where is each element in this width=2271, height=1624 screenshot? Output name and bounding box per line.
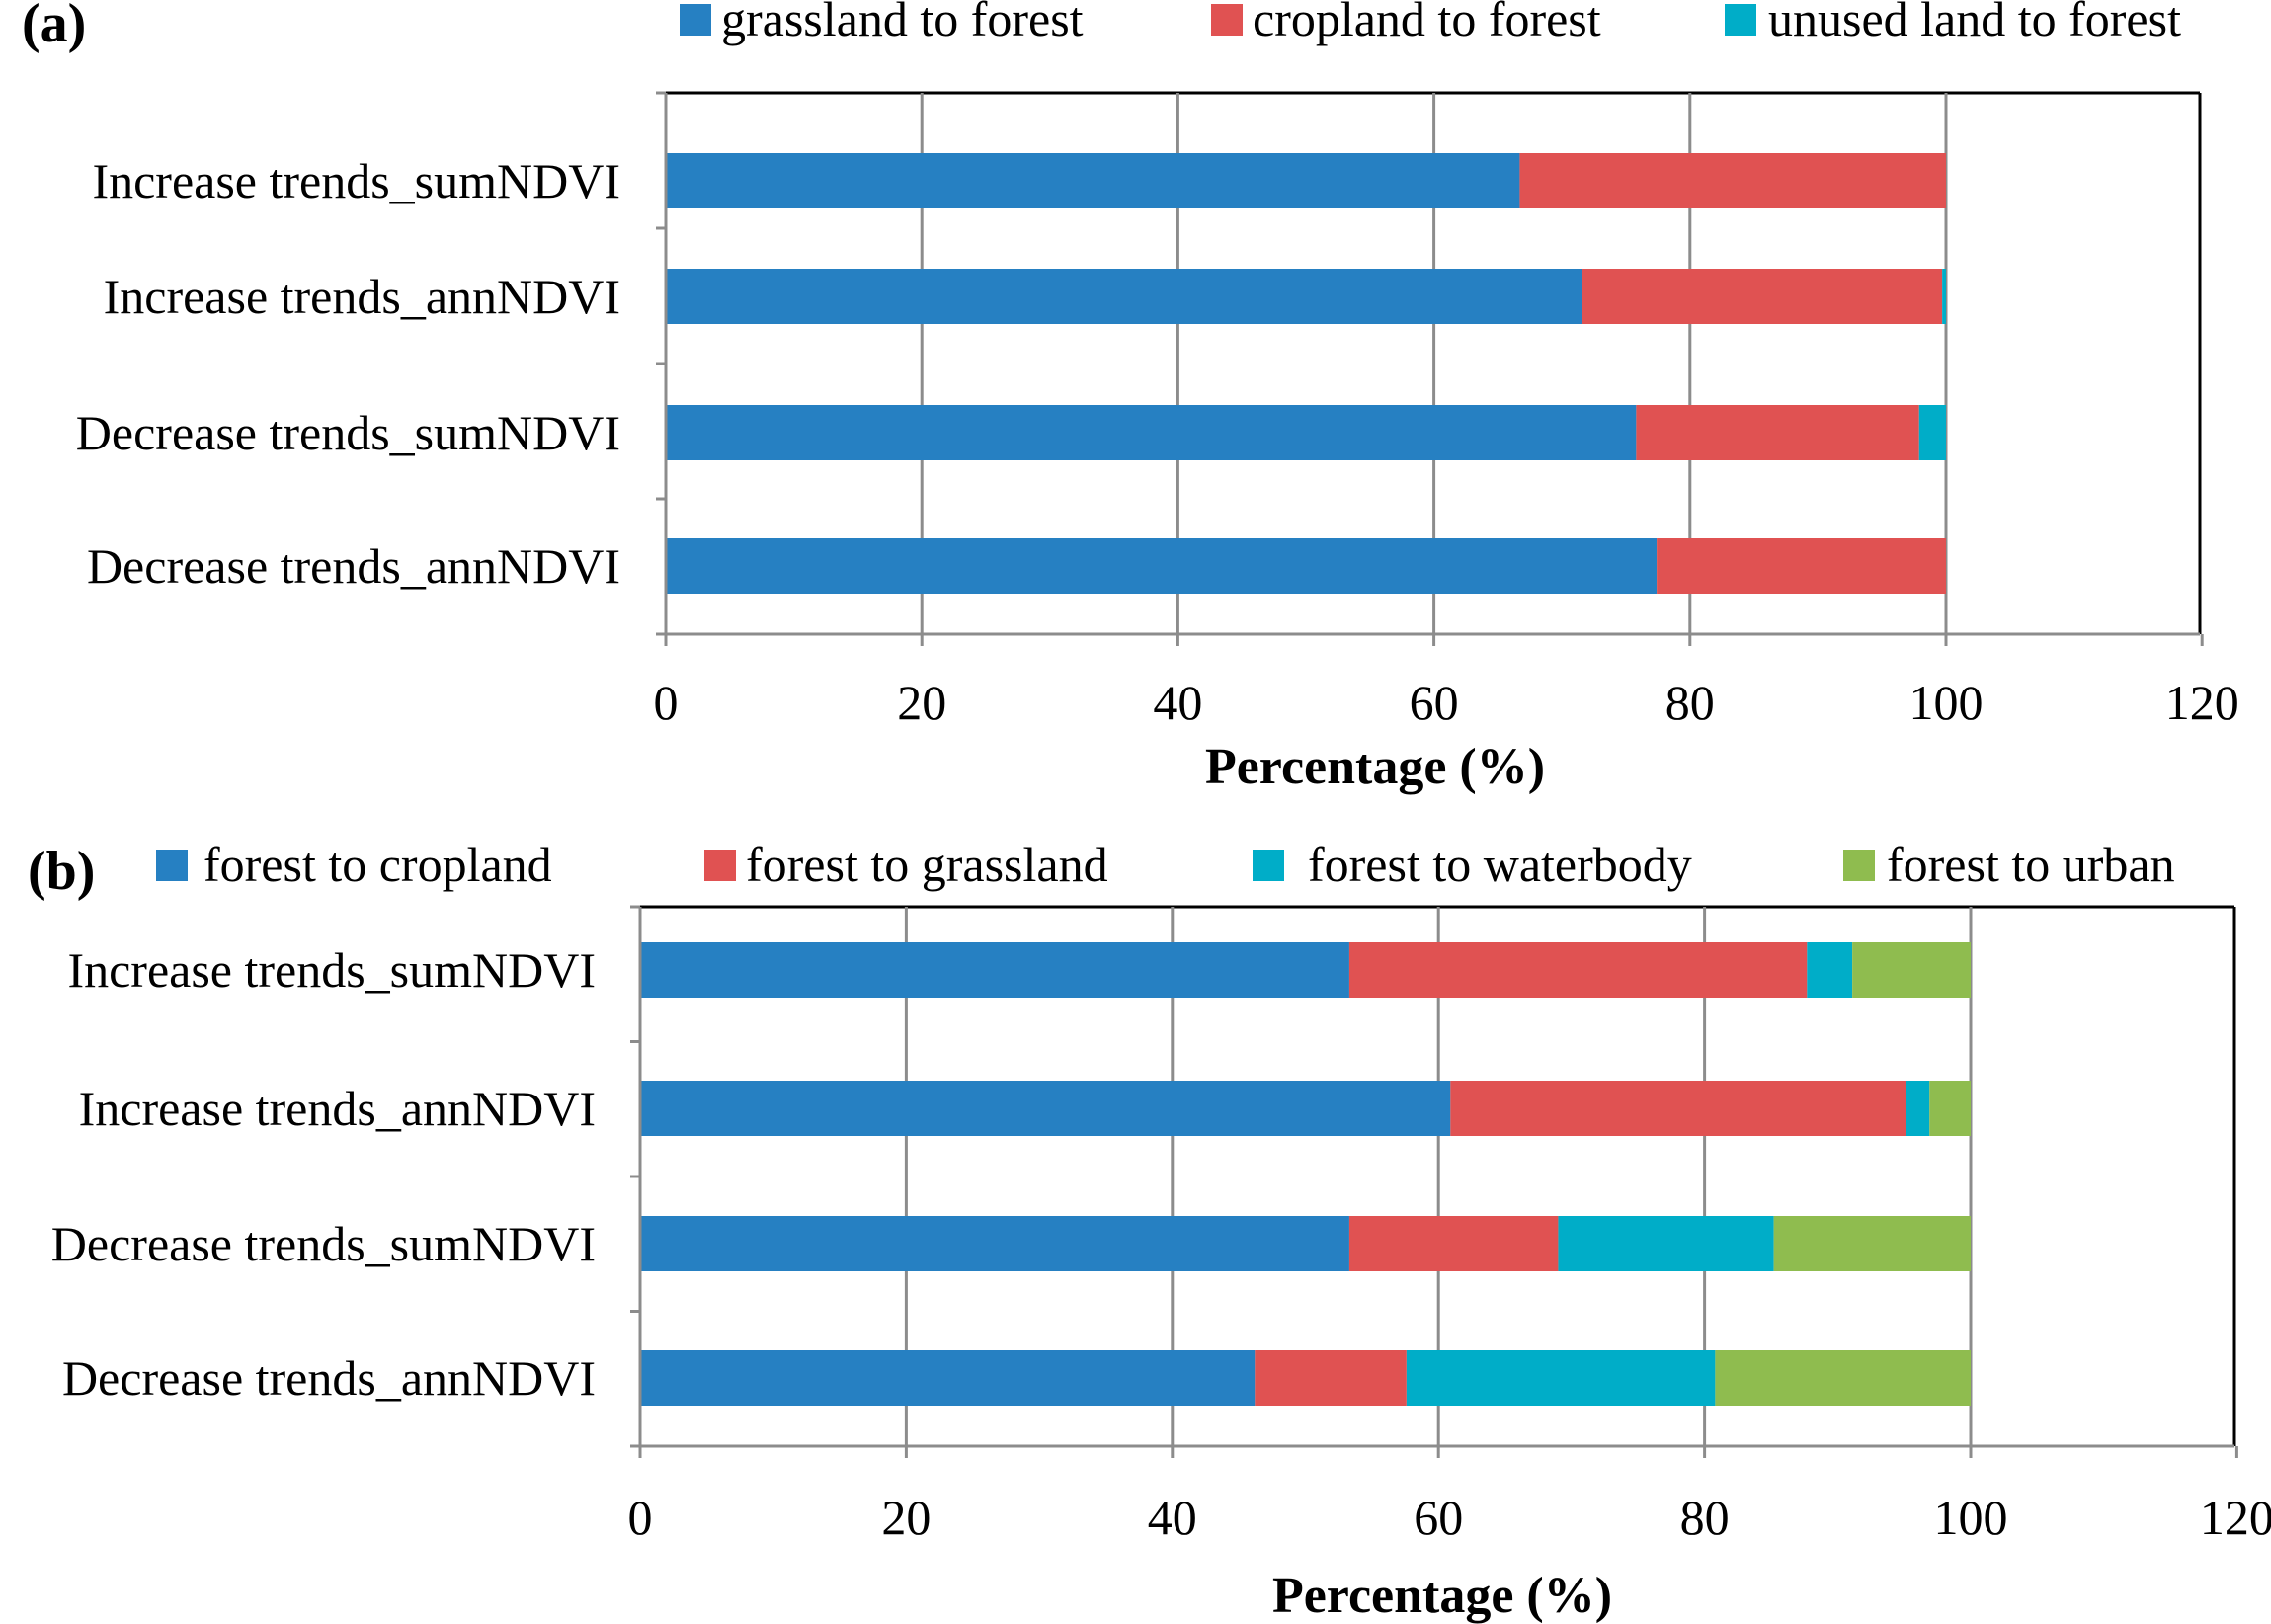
legend-swatch (1725, 4, 1756, 36)
bar-segment-2-2 (1558, 1216, 1774, 1271)
bar-segment-1-0 (640, 1081, 1451, 1136)
x-tick-label: 40 (1153, 675, 1202, 730)
x-axis-label: Percentage (%) (1272, 1568, 1612, 1624)
bar-segment-1-1 (1450, 1081, 1906, 1136)
bar-segment-0-1 (1519, 153, 1946, 208)
bar-segment-3-2 (1406, 1350, 1716, 1406)
bar-segment-3-0 (640, 1350, 1256, 1406)
bar-segment-2-1 (1636, 405, 1919, 460)
x-tick-label: 60 (1410, 675, 1459, 730)
bar-segment-1-1 (1582, 269, 1943, 324)
category-label: Decrease trends_annNDVI (87, 538, 620, 594)
legend-label: unused land to forest (1768, 0, 2181, 46)
x-tick-label: 0 (628, 1490, 653, 1545)
category-label: Increase trends_annNDVI (104, 269, 620, 324)
bar-segment-0-0 (640, 942, 1349, 998)
category-label: Decrease trends_sumNDVI (76, 405, 620, 460)
legend-label: cropland to forest (1253, 0, 1601, 46)
bar-segment-2-3 (1773, 1216, 1971, 1271)
chart-panel-0: (a) Increase trends_sumNDVI Increase trend… (22, 0, 2239, 795)
bar-segment-1-3 (1929, 1081, 1971, 1136)
x-axis-label: Percentage (%) (1205, 739, 1545, 795)
legend-label: forest to urban (1887, 837, 2175, 892)
panel-label: (a) (22, 0, 86, 54)
bar-segment-1-2 (1942, 269, 1946, 324)
bar-segment-3-1 (1657, 538, 1946, 594)
bar-segment-2-0 (640, 1216, 1349, 1271)
legend-label: grassland to forest (721, 0, 1084, 46)
chart-panel-1: (b) Increase trends_sumNDVI Increase trend… (28, 837, 2271, 1624)
bar-segment-0-3 (1852, 942, 1971, 998)
bar-segment-1-2 (1905, 1081, 1930, 1136)
bar-segment-3-3 (1715, 1350, 1971, 1406)
legend-swatch (1253, 850, 1284, 881)
x-tick-label: 80 (1665, 675, 1715, 730)
x-tick-label: 0 (654, 675, 679, 730)
category-label: Increase trends_sumNDVI (92, 153, 620, 208)
bar-segment-0-1 (1348, 942, 1808, 998)
category-label: Increase trends_annNDVI (79, 1081, 596, 1136)
bar-segment-1-0 (666, 269, 1582, 324)
x-tick-label: 60 (1414, 1490, 1463, 1545)
category-label: Decrease trends_annNDVI (62, 1350, 596, 1406)
x-tick-label: 100 (1909, 675, 1984, 730)
legend-label: forest to waterbody (1308, 837, 1692, 892)
x-tick-label: 20 (897, 675, 946, 730)
x-tick-label: 120 (2165, 675, 2239, 730)
x-tick-label: 100 (1934, 1490, 2008, 1545)
bar-segment-3-0 (666, 538, 1658, 594)
x-tick-label: 40 (1148, 1490, 1197, 1545)
bar-segment-2-0 (666, 405, 1637, 460)
panel-label: (b) (28, 841, 95, 902)
category-label: Increase trends_sumNDVI (67, 942, 596, 998)
legend-label: forest to cropland (203, 837, 552, 892)
bar-segment-2-1 (1348, 1216, 1559, 1271)
legend-swatch (156, 850, 188, 881)
bar-segment-0-2 (1807, 942, 1853, 998)
bar-segment-0-0 (666, 153, 1520, 208)
legend-swatch (680, 4, 711, 36)
bar-segment-2-2 (1918, 405, 1946, 460)
legend-swatch (1211, 4, 1243, 36)
bar-segment-3-1 (1255, 1350, 1407, 1406)
legend-label: forest to grassland (746, 837, 1108, 892)
x-tick-label: 120 (2200, 1490, 2271, 1545)
x-tick-label: 80 (1680, 1490, 1730, 1545)
x-tick-label: 20 (881, 1490, 931, 1545)
category-label: Decrease trends_sumNDVI (51, 1216, 596, 1271)
legend-swatch (1843, 850, 1875, 881)
legend-swatch (704, 850, 736, 881)
